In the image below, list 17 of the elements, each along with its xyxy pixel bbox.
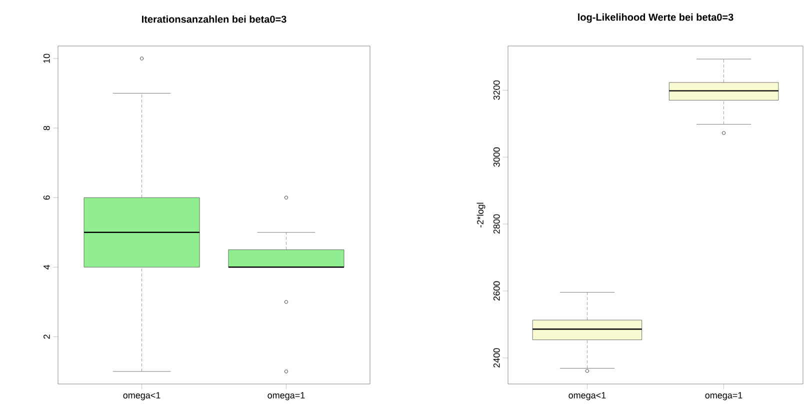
chart-title: log-Likelihood Werte bei beta0=3 — [578, 13, 734, 23]
x-tick-label: omega=1 — [268, 392, 305, 400]
x-tick-label: omega<1 — [123, 392, 160, 400]
x-tick-label: omega=1 — [705, 392, 742, 400]
y-tick-label: 10 — [43, 54, 50, 63]
x-tick-label: omega<1 — [568, 392, 606, 400]
chart-title: Iterationsanzahlen bei beta0=3 — [142, 15, 286, 23]
y-tick-label: 8 — [43, 126, 50, 130]
y-tick-label: 2 — [44, 334, 50, 339]
y-axis-title: -2*logl — [476, 202, 486, 228]
y-tick-label: 2600 — [493, 281, 500, 301]
y-tick-label: 6 — [43, 195, 50, 200]
y-tick-label: 2800 — [493, 214, 500, 234]
y-tick-label: 4 — [44, 264, 50, 270]
y-tick-label: 3200 — [493, 80, 500, 100]
y-tick-label: 3000 — [493, 147, 500, 167]
y-tick-label: 2400 — [493, 348, 500, 368]
